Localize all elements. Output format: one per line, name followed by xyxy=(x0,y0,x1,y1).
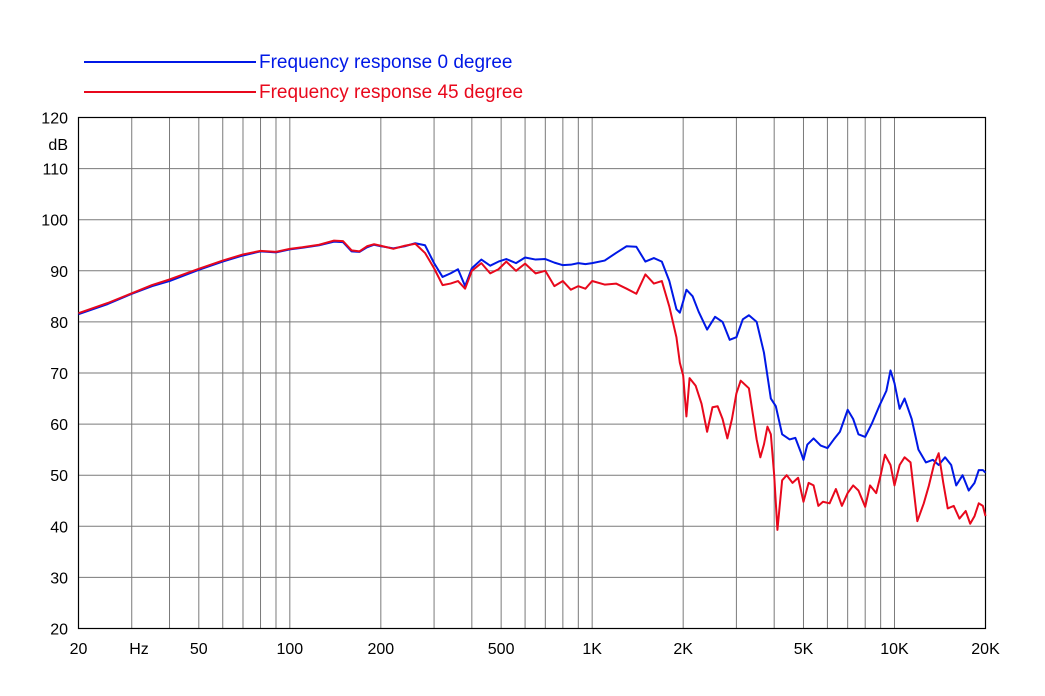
y-tick-label: 40 xyxy=(50,519,68,536)
y-tick-label: 50 xyxy=(50,468,68,485)
y-tick-label: 110 xyxy=(42,162,68,179)
series-line-1 xyxy=(78,239,987,531)
y-tick-label: 60 xyxy=(50,417,68,434)
x-axis-unit-label: Hz xyxy=(129,641,149,658)
x-tick-label: 20 xyxy=(70,641,88,658)
y-tick-label: 100 xyxy=(41,213,68,230)
y-axis-unit-label: dB xyxy=(48,137,68,154)
x-tick-label: 10K xyxy=(880,641,909,658)
x-tick-label: 5K xyxy=(794,641,814,658)
y-tick-label: 90 xyxy=(50,264,68,281)
y-tick-label: 30 xyxy=(50,570,68,587)
series-lines xyxy=(78,239,987,531)
x-tick-label: 200 xyxy=(367,641,394,658)
x-tick-label: 500 xyxy=(488,641,515,658)
plot-frame xyxy=(77,116,987,630)
y-tick-label: 80 xyxy=(50,315,68,332)
series-line-0 xyxy=(78,240,987,492)
x-tick-label: 1K xyxy=(582,641,602,658)
legend: Frequency response 0 degree Frequency re… xyxy=(84,52,523,103)
major-grid-lines xyxy=(78,168,986,578)
legend-label-0-degree: Frequency response 0 degree xyxy=(259,52,513,73)
x-tick-label: 20K xyxy=(971,641,1000,658)
x-tick-label: 50 xyxy=(190,641,208,658)
x-tick-label: 2K xyxy=(673,641,693,658)
y-tick-label: 70 xyxy=(50,366,68,383)
x-axis: 20 50 100 200 500 1K 2K 5K 10K 20K xyxy=(70,641,1000,658)
legend-label-45-degree: Frequency response 45 degree xyxy=(259,82,523,103)
y-tick-label: 20 xyxy=(50,622,68,639)
x-tick-label: 100 xyxy=(276,641,303,658)
y-axis: 20 30 40 50 60 70 80 90 100 110 120 xyxy=(41,111,68,639)
y-tick-label: 120 xyxy=(41,111,68,128)
